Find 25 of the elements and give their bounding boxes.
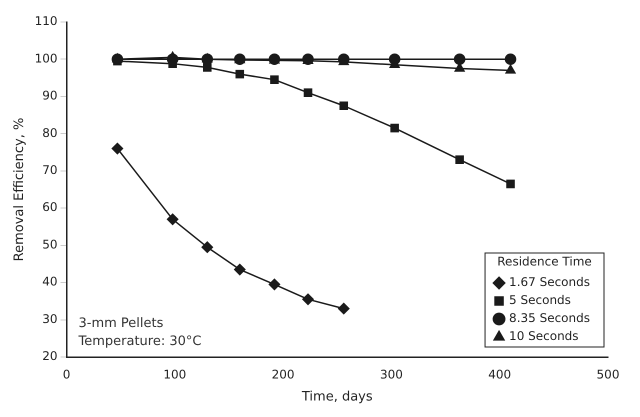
x-tick-label: 200	[272, 367, 295, 382]
x-tick-label: 500	[596, 367, 620, 382]
x-tick-label: 300	[380, 367, 403, 382]
y-tick-label: 100	[34, 51, 58, 66]
y-axis-title: Removal Efficiency, %	[12, 118, 28, 262]
y-tick-label: 90	[42, 88, 58, 103]
x-tick-label: 0	[62, 367, 70, 382]
y-tick-label: 30	[42, 312, 58, 326]
annotation: 3-mm Pellets	[78, 316, 164, 331]
y-tick-label: 20	[42, 349, 58, 364]
x-axis-title: Time, days	[300, 390, 373, 405]
legend-label: 10 Seconds	[509, 329, 579, 344]
y-tick-label: 50	[42, 237, 58, 252]
y-tick-label: 110	[34, 14, 58, 28]
y-tick-label: 60	[42, 200, 58, 214]
annotation: Temperature: 30°C	[78, 334, 202, 349]
legend-label: 5 Seconds	[509, 293, 571, 308]
legend-label: 1.67 Seconds	[509, 275, 590, 290]
x-tick-label: 400	[488, 367, 512, 382]
legend-title: Residence Time	[497, 254, 592, 269]
y-tick-label: 40	[42, 274, 58, 289]
y-tick-label: 70	[42, 163, 58, 178]
x-tick-label: 100	[163, 367, 186, 382]
legend-label: 8.35 Seconds	[509, 311, 590, 326]
y-tick-label: 80	[42, 126, 58, 140]
